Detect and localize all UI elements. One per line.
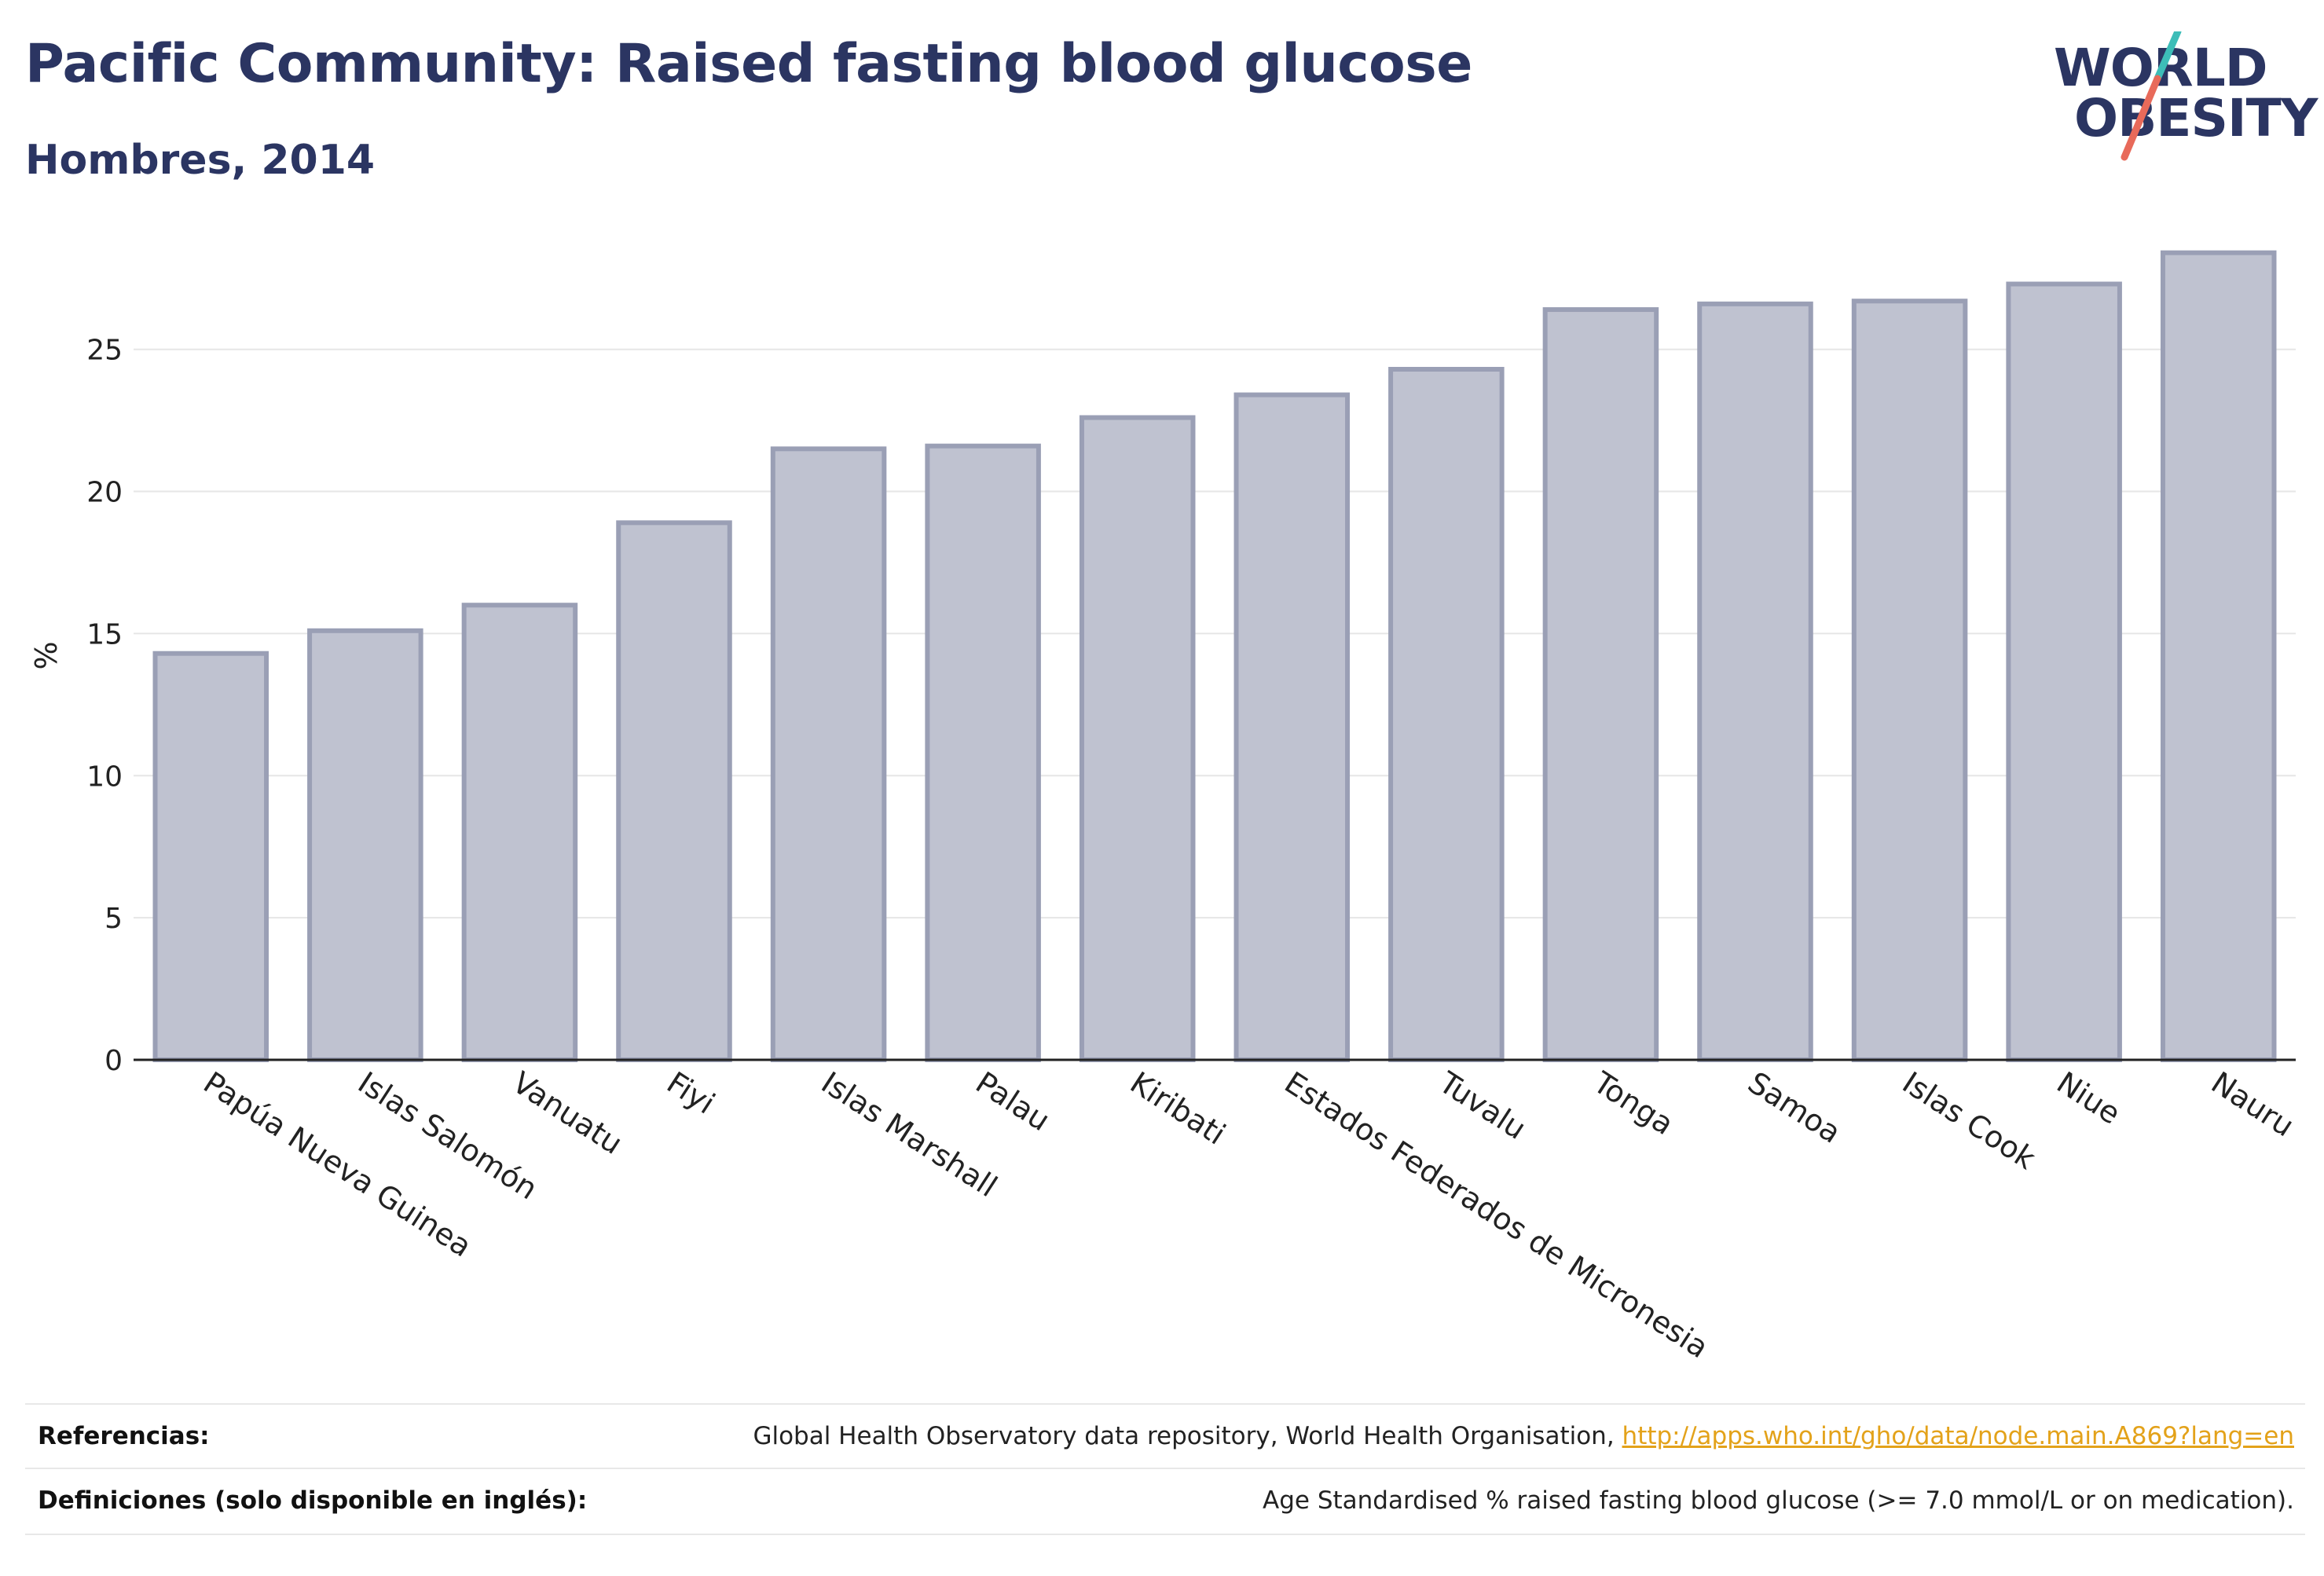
- x-tick-label: Fiyi: [661, 1065, 721, 1121]
- x-tick-label: Papúa Nueva Guinea: [197, 1065, 478, 1264]
- y-tick-label: 5: [104, 903, 123, 935]
- x-tick-label: Islas Cook: [1897, 1065, 2042, 1176]
- y-axis-label: %: [29, 641, 64, 669]
- world-obesity-logo: WORLD OBESITY: [2043, 31, 2318, 173]
- y-tick-label: 25: [86, 335, 123, 367]
- references-text: Global Health Observatory data repositor…: [753, 1422, 1622, 1450]
- chart-title: Pacific Community: Raised fasting blood …: [25, 33, 1472, 95]
- bar: [2160, 250, 2277, 1062]
- y-tick-label: 0: [104, 1045, 123, 1077]
- x-tick-label: Palau: [970, 1065, 1056, 1138]
- bar: [1697, 301, 1813, 1062]
- logo-slash-icon: [2121, 31, 2182, 161]
- bar: [925, 443, 1041, 1062]
- definitions-label: Definiciones (solo disponible en inglés)…: [38, 1486, 588, 1515]
- bar: [307, 628, 423, 1062]
- y-tick-label: 20: [86, 477, 123, 509]
- references-label: Referencias:: [38, 1422, 210, 1450]
- references-link[interactable]: http://apps.who.int/gho/data/node.main.A…: [1622, 1422, 2294, 1450]
- x-tick-label: Tuvalu: [1432, 1065, 1532, 1146]
- references-table: Referencias: Global Health Observatory d…: [25, 1403, 2305, 1537]
- bar: [1851, 299, 1968, 1063]
- bar: [616, 520, 732, 1062]
- bar: [152, 651, 269, 1062]
- references-row: Referencias: Global Health Observatory d…: [25, 1403, 2305, 1469]
- bar: [1542, 307, 1659, 1062]
- x-tick-label: Samoa: [1742, 1065, 1847, 1150]
- bar: [461, 603, 578, 1062]
- x-tick-label: Vanuatu: [507, 1065, 629, 1161]
- y-tick-label: 15: [86, 618, 123, 651]
- chart-subtitle: Hombres, 2014: [25, 137, 376, 184]
- bar: [2006, 281, 2122, 1062]
- bar: [1079, 415, 1196, 1062]
- x-tick-label: Niue: [2051, 1065, 2126, 1131]
- x-tick-label: Nauru: [2205, 1065, 2300, 1144]
- bar: [1233, 392, 1351, 1063]
- definitions-row: Definiciones (solo disponible en inglés)…: [25, 1468, 2305, 1534]
- x-tick-label: Tonga: [1587, 1065, 1680, 1142]
- references-value: Global Health Observatory data repositor…: [753, 1422, 2294, 1450]
- bar: [1388, 367, 1505, 1063]
- x-tick-label: Kiribati: [1124, 1065, 1232, 1152]
- logo-word-obesity: OBESITY: [2074, 88, 2318, 148]
- definitions-value: Age Standardised % raised fasting blood …: [1263, 1486, 2294, 1515]
- bar: [770, 446, 887, 1062]
- y-tick-label: 10: [86, 761, 123, 793]
- table-bottom-rule: [25, 1534, 2305, 1535]
